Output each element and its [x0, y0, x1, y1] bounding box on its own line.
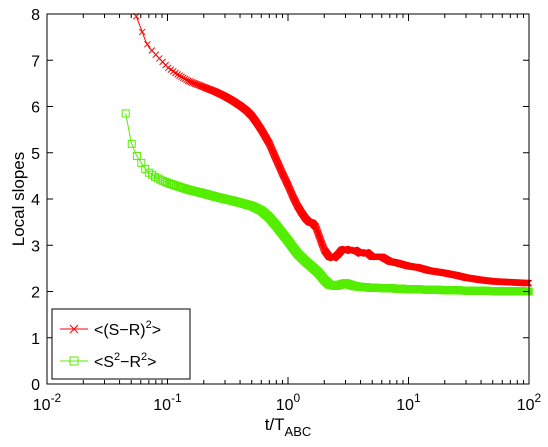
series-1-marker: [314, 227, 321, 235]
series-1-marker: [315, 232, 323, 240]
legend-label-part: 2: [146, 319, 152, 331]
x-tick-label-base: 10: [517, 397, 535, 414]
series-1-marker: [314, 229, 322, 236]
series-1-marker: [176, 72, 183, 79]
series-1-marker: [138, 28, 146, 36]
series-2-marker: [132, 152, 141, 161]
y-tick-label: 6: [31, 100, 40, 117]
x-tick-label: 10-1: [153, 391, 182, 414]
series-2-line: [125, 113, 530, 292]
legend-item-1: <(S−R)2>: [60, 319, 161, 339]
x-tick-label-exp: 2: [535, 391, 542, 405]
series-2-marker: [127, 139, 136, 148]
series-1-marker: [315, 231, 323, 239]
series-2-marker: [158, 176, 167, 185]
legend-label-part: <S: [94, 354, 114, 371]
x-tick-label-base: 10: [276, 397, 294, 414]
x-tick-label: 102: [517, 391, 542, 414]
series-1-marker: [174, 71, 181, 78]
x-axis-label: t/TABC: [265, 415, 312, 439]
y-tick-label: 8: [31, 7, 40, 24]
legend-label-part: >: [147, 354, 156, 371]
legend-label-2: <S2−R2>: [94, 351, 157, 371]
x-tick-label: 101: [396, 391, 421, 414]
series-1-marker: [316, 234, 324, 242]
x-tick-label: 100: [276, 391, 301, 414]
x-tick-label-base: 10: [153, 397, 171, 414]
legend: <(S−R)2><S2−R2>: [51, 308, 191, 380]
x-axis-label-base: t/T: [265, 415, 285, 434]
series-1-marker: [144, 40, 151, 48]
legend-label-part: <(S−R): [94, 322, 146, 339]
series-1-marker: [178, 73, 185, 81]
legend-label-part: −R: [120, 354, 141, 371]
y-tick-label: 2: [31, 285, 40, 302]
series-1: [132, 12, 533, 287]
series-2-marker: [151, 172, 160, 181]
x-tick-label-exp: 0: [294, 391, 301, 405]
legend-label-part: 2: [114, 351, 120, 363]
x-tick-label: 10-2: [33, 391, 62, 414]
x-tick-label-exp: -1: [171, 391, 182, 405]
series-1-marker: [313, 225, 320, 233]
series-1-marker: [317, 236, 324, 243]
series-2-marker: [121, 109, 130, 118]
series-1-marker: [316, 233, 323, 241]
x-tick-label-base: 10: [396, 397, 414, 414]
series-1-marker: [314, 230, 322, 238]
y-tick-label: 5: [31, 146, 40, 163]
y-tick-label: 7: [31, 53, 40, 70]
x-tick-label-exp: 1: [414, 391, 421, 405]
series-2-marker: [161, 177, 170, 186]
x-axis-label-sub: ABC: [285, 424, 312, 439]
series-2: [121, 109, 533, 296]
legend-item-2: <S2−R2>: [60, 351, 157, 371]
legend-label-part: >: [152, 322, 161, 339]
legend-marker: [69, 324, 79, 334]
legend-label-1: <(S−R)2>: [94, 319, 161, 339]
series-layer: [121, 12, 533, 296]
series-1-marker: [312, 224, 320, 232]
y-tick-label: 3: [31, 238, 40, 255]
legend-label-part: 2: [141, 351, 147, 363]
series-1-line: [135, 16, 530, 284]
legend-box: [51, 308, 191, 380]
y-tick-label: 1: [31, 331, 40, 348]
y-axis-label: Local slopes: [9, 152, 28, 247]
x-tick-label-exp: -2: [51, 391, 62, 405]
y-tick-label: 4: [31, 192, 40, 209]
legend-items: <(S−R)2><S2−R2>: [60, 319, 161, 371]
legend-marker: [69, 356, 79, 366]
series-1-marker: [313, 226, 321, 234]
x-tick-label-base: 10: [33, 397, 51, 414]
y-tick-label: 0: [31, 377, 40, 394]
